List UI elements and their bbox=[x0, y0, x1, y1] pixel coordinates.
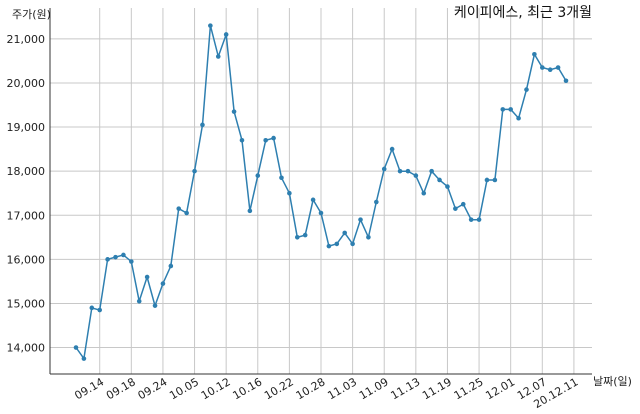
data-point bbox=[152, 303, 158, 308]
data-point bbox=[310, 197, 316, 203]
data-point bbox=[516, 115, 521, 121]
data-point bbox=[160, 281, 166, 286]
data-point bbox=[255, 173, 261, 178]
chart-title: 케이피에스, 최근 3개월 bbox=[454, 5, 592, 21]
data-point bbox=[555, 65, 561, 70]
x-tick-label: 11.09 bbox=[357, 375, 391, 402]
data-point bbox=[176, 206, 182, 211]
data-point bbox=[97, 307, 103, 313]
data-point bbox=[429, 168, 434, 174]
data-point bbox=[129, 259, 134, 264]
data-point bbox=[192, 168, 197, 174]
data-point bbox=[484, 177, 490, 183]
data-point bbox=[302, 232, 308, 238]
data-point bbox=[500, 107, 506, 112]
y-tick-labels: 14,000 15,000 16,000 17,000 18,000 19,000 20,0… bbox=[7, 33, 46, 355]
data-point bbox=[374, 199, 379, 205]
data-point bbox=[492, 177, 498, 183]
data-point bbox=[113, 254, 118, 260]
data-point bbox=[421, 190, 427, 196]
data-point bbox=[508, 107, 513, 112]
data-point bbox=[136, 298, 142, 304]
x-tick-labels: 09.1409.1809.2410.0510.1210.1610.2210.28… bbox=[72, 375, 580, 411]
data-point bbox=[89, 305, 95, 311]
x-tick-label: 10.12 bbox=[199, 375, 233, 402]
x-tick-label: 11.25 bbox=[452, 375, 486, 402]
y-tick-label: 18,000 bbox=[7, 165, 46, 178]
x-axis-label: 날짜(일) bbox=[593, 374, 632, 388]
data-point bbox=[105, 257, 110, 262]
data-point bbox=[524, 87, 529, 92]
x-tick-label: 10.05 bbox=[167, 375, 201, 402]
data-point bbox=[215, 54, 221, 59]
x-tick-label: 10.16 bbox=[230, 375, 264, 402]
data-point bbox=[81, 356, 87, 361]
x-tick-label: 10.22 bbox=[262, 375, 296, 402]
data-point bbox=[366, 235, 371, 240]
data-point bbox=[405, 168, 411, 174]
data-point bbox=[389, 146, 395, 152]
data-point bbox=[223, 32, 229, 37]
y-tick-label: 14,000 bbox=[7, 342, 46, 355]
series-price bbox=[73, 23, 569, 361]
data-point bbox=[318, 210, 324, 216]
y-axis-label: 주가(원) bbox=[12, 8, 51, 21]
data-point bbox=[445, 184, 450, 189]
data-point bbox=[263, 137, 268, 143]
data-point bbox=[168, 263, 174, 269]
axes bbox=[49, 8, 592, 375]
y-tick-label: 16,000 bbox=[7, 253, 46, 266]
data-point bbox=[532, 52, 537, 57]
x-tick-label: 11.03 bbox=[325, 375, 359, 402]
y-tick-label: 15,000 bbox=[7, 297, 46, 310]
x-tick-label: 11.13 bbox=[389, 375, 423, 402]
data-point bbox=[287, 190, 292, 196]
y-tick-label: 19,000 bbox=[7, 121, 46, 134]
data-point bbox=[326, 243, 332, 249]
data-point bbox=[397, 168, 403, 174]
data-point bbox=[453, 206, 458, 211]
data-point bbox=[231, 109, 237, 114]
data-point bbox=[271, 135, 276, 141]
data-point bbox=[381, 166, 387, 172]
y-tick-label: 21,000 bbox=[7, 33, 46, 46]
data-point bbox=[437, 177, 442, 183]
data-point bbox=[358, 217, 363, 222]
data-point bbox=[476, 217, 482, 222]
x-tick-label: 11.19 bbox=[420, 375, 454, 402]
data-point bbox=[413, 173, 419, 178]
data-point bbox=[184, 210, 189, 216]
y-tick-label: 17,000 bbox=[7, 209, 46, 222]
x-tick-label: 12.01 bbox=[483, 375, 517, 402]
data-point bbox=[563, 78, 569, 84]
data-point bbox=[247, 208, 253, 214]
x-tick-label: 09.18 bbox=[104, 375, 138, 402]
data-point bbox=[279, 175, 284, 181]
data-point bbox=[350, 241, 355, 247]
data-point bbox=[342, 230, 348, 236]
data-point bbox=[73, 345, 79, 350]
data-point bbox=[208, 23, 213, 28]
x-tick-label: 09.14 bbox=[72, 375, 106, 402]
data-point bbox=[334, 241, 340, 247]
data-point bbox=[539, 65, 545, 70]
data-point bbox=[144, 274, 150, 280]
data-point bbox=[121, 252, 126, 258]
data-point bbox=[468, 217, 474, 222]
data-point bbox=[460, 201, 466, 207]
grid-lines bbox=[50, 8, 592, 374]
data-point bbox=[200, 122, 205, 128]
data-point bbox=[294, 235, 300, 240]
y-tick-label: 20,000 bbox=[7, 77, 46, 90]
data-point bbox=[547, 67, 553, 73]
x-tick-label: 10.28 bbox=[294, 375, 328, 402]
data-point bbox=[239, 137, 245, 143]
x-tick-label: 09.24 bbox=[136, 375, 170, 402]
